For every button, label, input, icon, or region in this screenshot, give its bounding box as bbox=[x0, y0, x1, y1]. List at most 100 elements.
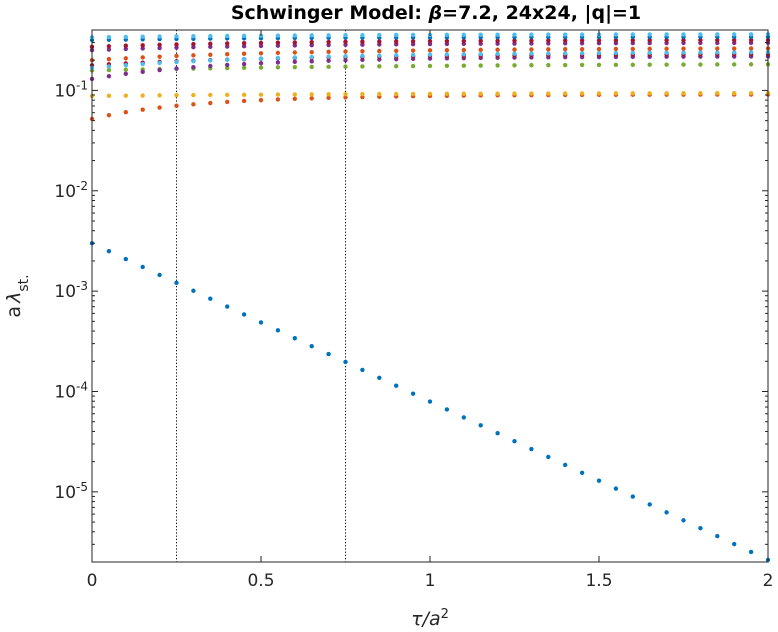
data-point bbox=[309, 343, 314, 349]
data-point bbox=[630, 38, 635, 43]
data-point bbox=[123, 46, 128, 52]
data-point bbox=[157, 93, 162, 98]
data-point bbox=[613, 38, 619, 43]
data-point bbox=[309, 96, 314, 101]
data-point bbox=[343, 39, 348, 45]
data-point bbox=[461, 38, 466, 44]
data-point bbox=[596, 50, 602, 56]
data-point bbox=[647, 32, 652, 37]
data-point bbox=[225, 41, 230, 46]
data-point bbox=[579, 62, 585, 68]
data-point bbox=[732, 32, 737, 37]
data-point bbox=[258, 43, 264, 49]
data-point bbox=[326, 92, 331, 97]
data-point bbox=[174, 42, 179, 47]
data-point bbox=[292, 92, 297, 97]
data-point bbox=[579, 32, 585, 37]
data-point bbox=[630, 494, 635, 499]
data-point bbox=[309, 59, 314, 64]
data-point bbox=[427, 91, 433, 97]
data-point bbox=[360, 39, 365, 44]
data-point bbox=[326, 33, 331, 38]
data-point bbox=[174, 53, 179, 59]
data-point bbox=[579, 38, 585, 43]
data-point bbox=[225, 57, 230, 62]
data-point bbox=[208, 44, 213, 50]
data-point bbox=[106, 34, 112, 40]
data-point bbox=[106, 57, 112, 62]
data-point bbox=[241, 40, 247, 46]
data-point bbox=[596, 46, 602, 52]
data-point bbox=[275, 43, 281, 48]
data-point bbox=[698, 526, 703, 531]
data-point bbox=[191, 59, 196, 64]
data-point bbox=[732, 541, 737, 547]
data-point bbox=[748, 549, 754, 555]
data-point bbox=[106, 248, 112, 254]
data-point bbox=[495, 431, 500, 436]
data-point bbox=[647, 38, 652, 43]
data-point bbox=[225, 92, 230, 98]
data-point bbox=[546, 91, 551, 96]
data-point bbox=[174, 59, 179, 65]
data-point bbox=[563, 462, 568, 468]
data-point bbox=[258, 61, 264, 66]
data-point bbox=[563, 91, 568, 96]
data-point bbox=[343, 359, 348, 365]
data-point bbox=[444, 32, 450, 38]
data-point bbox=[664, 62, 669, 67]
data-point bbox=[191, 41, 196, 47]
data-point bbox=[157, 272, 162, 278]
data-point bbox=[394, 383, 399, 388]
data-point bbox=[715, 46, 720, 51]
data-point bbox=[596, 478, 602, 483]
data-point bbox=[681, 50, 686, 55]
data-point bbox=[546, 62, 551, 68]
data-point bbox=[275, 97, 281, 102]
data-point bbox=[664, 32, 669, 37]
y-tick-label: 10-2 bbox=[54, 179, 88, 202]
data-point bbox=[174, 93, 179, 98]
data-point bbox=[546, 51, 551, 56]
data-point bbox=[174, 45, 179, 50]
data-point bbox=[512, 38, 517, 43]
x-tick-label: 2 bbox=[763, 571, 774, 591]
data-point bbox=[208, 58, 213, 63]
data-point bbox=[715, 90, 720, 96]
chart-title: Schwinger Model: β=7.2, 24x24, |q|=1 bbox=[231, 2, 641, 24]
data-point bbox=[579, 470, 585, 475]
data-point bbox=[394, 48, 399, 53]
data-point bbox=[563, 47, 568, 52]
reference-lines bbox=[176, 30, 346, 562]
data-point bbox=[292, 96, 297, 102]
data-point bbox=[681, 518, 686, 523]
data-point bbox=[394, 63, 399, 69]
data-point bbox=[106, 47, 112, 52]
data-point bbox=[444, 52, 450, 57]
data-point bbox=[106, 113, 112, 118]
data-point bbox=[478, 423, 483, 428]
data-point bbox=[579, 50, 585, 56]
data-point bbox=[157, 54, 162, 59]
data-point bbox=[191, 45, 196, 50]
data-point bbox=[191, 64, 196, 70]
data-point bbox=[157, 67, 162, 73]
data-point bbox=[512, 63, 517, 68]
data-point bbox=[715, 32, 720, 37]
data-point bbox=[748, 46, 754, 51]
data-point bbox=[106, 67, 112, 73]
data-point bbox=[647, 91, 652, 96]
data-point bbox=[394, 91, 399, 97]
data-point bbox=[394, 53, 399, 58]
data-point bbox=[664, 91, 669, 96]
data-point bbox=[410, 391, 416, 396]
data-point bbox=[225, 304, 230, 309]
data-point bbox=[123, 34, 128, 40]
data-point bbox=[377, 375, 382, 381]
data-point bbox=[546, 38, 551, 43]
data-point bbox=[698, 32, 703, 37]
data-point bbox=[174, 34, 179, 39]
data-point bbox=[123, 109, 128, 115]
data-point bbox=[748, 37, 754, 43]
y-tick-label: 10-1 bbox=[54, 78, 88, 101]
